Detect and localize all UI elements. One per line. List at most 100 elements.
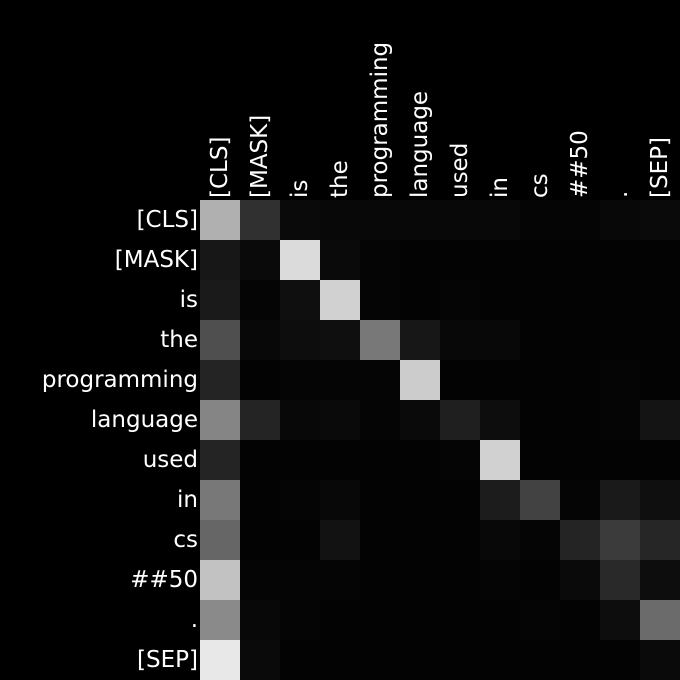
heatmap-cell-r7-c11	[640, 480, 680, 520]
heatmap-cell-r2-c6	[440, 280, 480, 320]
heatmap-cell-r8-c4	[360, 520, 400, 560]
heatmap-cell-r10-c11	[640, 600, 680, 640]
column-label-CLS-0: [CLS]	[207, 137, 233, 198]
row-label-is-2: is	[180, 287, 198, 313]
row-label-the-3: the	[160, 327, 198, 353]
heatmap-cell-r8-c9	[560, 520, 600, 560]
heatmap-cell-r11-c10	[600, 640, 640, 680]
heatmap-cell-r8-c6	[440, 520, 480, 560]
row-label-dot-10: .	[191, 607, 198, 633]
heatmap-cell-r5-c3	[320, 400, 360, 440]
heatmap-cell-r3-c5	[400, 320, 440, 360]
heatmap-cell-r4-c1	[240, 360, 280, 400]
heatmap-cell-r2-c1	[240, 280, 280, 320]
heatmap-cell-r1-c7	[480, 240, 520, 280]
column-label-SEP-11: [SEP]	[647, 137, 673, 198]
heatmap-cell-r7-c9	[560, 480, 600, 520]
column-label-the-3: the	[327, 160, 353, 198]
heatmap-cell-r10-c1	[240, 600, 280, 640]
heatmap-cell-r4-c6	[440, 360, 480, 400]
heatmap-cell-r11-c6	[440, 640, 480, 680]
heatmap-cell-r5-c5	[400, 400, 440, 440]
row-label-50-9: ##50	[130, 567, 198, 593]
heatmap-cell-r10-c10	[600, 600, 640, 640]
row-label-cs-8: cs	[173, 527, 198, 553]
heatmap-cell-r1-c0	[200, 240, 240, 280]
heatmap-cell-r9-c5	[400, 560, 440, 600]
heatmap-cell-r11-c1	[240, 640, 280, 680]
heatmap-cell-r0-c3	[320, 200, 360, 240]
heatmap-cell-r11-c0	[200, 640, 240, 680]
heatmap-cell-r4-c9	[560, 360, 600, 400]
heatmap-cell-r8-c1	[240, 520, 280, 560]
column-labels: [CLS] [MASK] is the programming language used i…	[207, 42, 673, 198]
heatmap-cell-r3-c7	[480, 320, 520, 360]
heatmap-cell-r2-c11	[640, 280, 680, 320]
column-label-is-2: is	[287, 180, 313, 198]
heatmap-cell-r10-c0	[200, 600, 240, 640]
heatmap-cell-r1-c10	[600, 240, 640, 280]
heatmap-cell-r6-c0	[200, 440, 240, 480]
heatmap-cell-r6-c6	[440, 440, 480, 480]
heatmap-cell-r1-c8	[520, 240, 560, 280]
heatmap-cell-r3-c2	[280, 320, 320, 360]
heatmap-cell-r10-c6	[440, 600, 480, 640]
heatmap-cell-r0-c11	[640, 200, 680, 240]
heatmap-cell-r8-c5	[400, 520, 440, 560]
heatmap-cells	[200, 200, 680, 680]
heatmap-cell-r3-c1	[240, 320, 280, 360]
heatmap-cell-r0-c6	[440, 200, 480, 240]
heatmap-cell-r9-c6	[440, 560, 480, 600]
heatmap-cell-r7-c1	[240, 480, 280, 520]
heatmap-cell-r0-c0	[200, 200, 240, 240]
heatmap-cell-r6-c4	[360, 440, 400, 480]
heatmap-cell-r11-c11	[640, 640, 680, 680]
heatmap-cell-r6-c7	[480, 440, 520, 480]
heatmap-cell-r0-c1	[240, 200, 280, 240]
heatmap-cell-r4-c5	[400, 360, 440, 400]
heatmap-cell-r11-c2	[280, 640, 320, 680]
heatmap-cell-r1-c11	[640, 240, 680, 280]
row-label-MASK-1: [MASK]	[115, 247, 198, 273]
heatmap-cell-r2-c7	[480, 280, 520, 320]
heatmap-cell-r9-c2	[280, 560, 320, 600]
heatmap-cell-r9-c10	[600, 560, 640, 600]
column-label-MASK-1: [MASK]	[247, 115, 273, 198]
heatmap-cell-r10-c5	[400, 600, 440, 640]
heatmap-cell-r5-c11	[640, 400, 680, 440]
heatmap-cell-r3-c6	[440, 320, 480, 360]
heatmap-cell-r3-c0	[200, 320, 240, 360]
heatmap-cell-r3-c4	[360, 320, 400, 360]
heatmap-cell-r4-c3	[320, 360, 360, 400]
heatmap-cell-r8-c3	[320, 520, 360, 560]
heatmap-cell-r2-c2	[280, 280, 320, 320]
row-labels: [CLS] [MASK] is the programming language used i…	[42, 207, 198, 673]
heatmap-cell-r0-c8	[520, 200, 560, 240]
heatmap-cell-r9-c8	[520, 560, 560, 600]
heatmap-cell-r1-c4	[360, 240, 400, 280]
heatmap-cell-r2-c3	[320, 280, 360, 320]
heatmap-cell-r7-c4	[360, 480, 400, 520]
heatmap-cell-r4-c11	[640, 360, 680, 400]
heatmap-cell-r7-c0	[200, 480, 240, 520]
heatmap-cell-r11-c7	[480, 640, 520, 680]
heatmap-cell-r8-c10	[600, 520, 640, 560]
column-label-cs-8: cs	[527, 173, 553, 198]
heatmap-cell-r3-c3	[320, 320, 360, 360]
heatmap-cell-r7-c7	[480, 480, 520, 520]
heatmap-cell-r3-c8	[520, 320, 560, 360]
heatmap-cell-r6-c11	[640, 440, 680, 480]
heatmap-cell-r4-c8	[520, 360, 560, 400]
heatmap-cell-r4-c2	[280, 360, 320, 400]
heatmap-cell-r8-c8	[520, 520, 560, 560]
heatmap-cell-r1-c6	[440, 240, 480, 280]
row-label-programming-4: programming	[42, 367, 198, 393]
heatmap-cell-r10-c8	[520, 600, 560, 640]
heatmap-cell-r5-c0	[200, 400, 240, 440]
heatmap-cell-r4-c0	[200, 360, 240, 400]
heatmap-cell-r10-c4	[360, 600, 400, 640]
heatmap-cell-r7-c2	[280, 480, 320, 520]
heatmap-cell-r3-c10	[600, 320, 640, 360]
column-label-used-6: used	[447, 143, 473, 198]
column-label-dot-10: .	[607, 191, 633, 198]
